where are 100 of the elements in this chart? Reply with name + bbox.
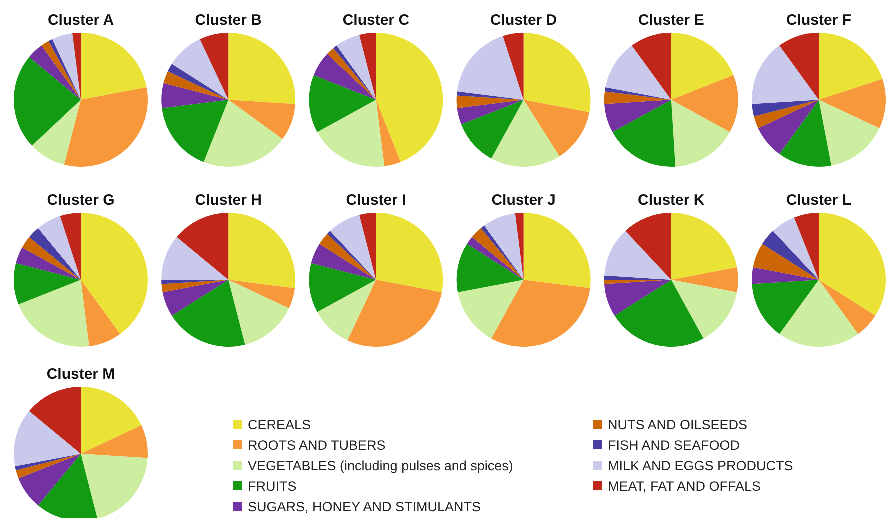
pie-slice bbox=[38, 216, 81, 280]
pie-slice bbox=[228, 213, 296, 288]
pie-slice bbox=[376, 33, 444, 162]
pie-slice bbox=[81, 33, 147, 100]
pie-slice bbox=[753, 244, 819, 280]
pie-slice bbox=[162, 83, 229, 108]
pie-slice bbox=[376, 213, 444, 293]
pie-slice bbox=[81, 387, 142, 454]
pie-slice bbox=[81, 454, 148, 518]
chart-title: Cluster A bbox=[48, 12, 114, 29]
pie-slice bbox=[16, 454, 81, 479]
pie-slice bbox=[48, 39, 81, 100]
pie-slice bbox=[492, 100, 560, 167]
pie-slice bbox=[457, 36, 524, 100]
pie-slice bbox=[348, 280, 442, 347]
pie-slice bbox=[614, 280, 704, 347]
pie-slice bbox=[317, 280, 376, 341]
legend-label: ROOTS AND TUBERS bbox=[248, 438, 386, 453]
chart-title: Cluster F bbox=[786, 12, 852, 29]
pie-slice bbox=[604, 231, 672, 280]
pie-slice bbox=[228, 100, 296, 140]
pie-slice bbox=[456, 96, 524, 108]
pie-slice bbox=[172, 280, 246, 347]
pie-slice bbox=[457, 100, 524, 125]
pie-slice bbox=[64, 87, 148, 167]
pie-slice bbox=[524, 33, 591, 113]
pie-slice bbox=[14, 57, 81, 146]
chart-title: Cluster G bbox=[47, 192, 115, 209]
pie-slice bbox=[15, 454, 81, 471]
pie-slice bbox=[604, 92, 672, 104]
pie-slice bbox=[481, 226, 524, 280]
pie-slice bbox=[204, 100, 283, 167]
pie-slice bbox=[311, 244, 376, 280]
pie-slice bbox=[773, 218, 819, 280]
pie-slice bbox=[164, 71, 229, 100]
pie-slice bbox=[176, 213, 229, 280]
pie-slice bbox=[780, 280, 858, 347]
pie-slice bbox=[794, 213, 819, 280]
pie-slice bbox=[333, 46, 376, 100]
pie-slice bbox=[228, 280, 296, 309]
legend-label: MEAT, FAT AND OFFALS bbox=[608, 479, 762, 494]
pie-slice bbox=[671, 33, 734, 100]
pie-slice bbox=[632, 33, 672, 100]
pie-slice bbox=[228, 280, 290, 345]
chart-title: Cluster I bbox=[346, 192, 406, 209]
pie-slice bbox=[456, 244, 524, 293]
pie-slice bbox=[819, 100, 880, 166]
pie-slice bbox=[671, 100, 730, 167]
legend-label: SUGARS, HONEY AND STIMULANTS bbox=[248, 500, 482, 514]
pie-slice bbox=[81, 280, 120, 346]
pie-slice bbox=[671, 280, 738, 339]
chart-title: Cluster K bbox=[638, 192, 705, 209]
pie-slice bbox=[819, 280, 876, 334]
chart-title: Cluster J bbox=[492, 192, 556, 209]
chart-title: Cluster H bbox=[195, 192, 262, 209]
legend-label: FISH AND SEAFOOD bbox=[608, 438, 740, 453]
legend-label: NUTS AND OILSEEDS bbox=[608, 418, 748, 432]
legend-label: VEGETABLES (including pulses and spices) bbox=[248, 458, 514, 474]
pie-slice bbox=[671, 75, 738, 132]
pie-slice bbox=[309, 75, 376, 132]
pie-slice bbox=[752, 46, 819, 104]
pie-slice bbox=[317, 100, 385, 167]
pie-slice bbox=[336, 35, 376, 100]
legend-label: CEREALS bbox=[248, 418, 312, 432]
pie-slice bbox=[472, 228, 524, 280]
chart-title: Cluster M bbox=[46, 366, 116, 383]
legend-label: MILK AND EGGS PRODUCTS bbox=[608, 458, 794, 474]
pie-slice bbox=[819, 79, 886, 129]
pie-slice bbox=[524, 100, 590, 157]
pie-slice bbox=[162, 100, 229, 162]
pie-slice bbox=[72, 33, 81, 100]
pie-slice bbox=[752, 267, 819, 284]
pie-slice bbox=[168, 64, 229, 100]
pie-slice bbox=[467, 237, 524, 280]
chart-title: Cluster L bbox=[786, 192, 852, 209]
pie-slice bbox=[524, 213, 591, 288]
pie-slice bbox=[819, 213, 886, 316]
pie-slice bbox=[29, 228, 81, 280]
chart-title: Cluster D bbox=[490, 12, 558, 29]
pie-slice bbox=[360, 33, 376, 100]
pie-slice bbox=[200, 33, 229, 100]
pie-slice bbox=[604, 87, 672, 100]
pie-slice bbox=[52, 34, 81, 100]
pie-slice bbox=[327, 48, 376, 100]
pie-slice bbox=[606, 46, 672, 100]
pie-slice bbox=[360, 213, 376, 280]
pie-slice bbox=[819, 33, 883, 100]
chart-title: Cluster E bbox=[638, 12, 704, 29]
pie-slice bbox=[515, 213, 524, 280]
pie-slice bbox=[314, 54, 376, 100]
pie-slice bbox=[612, 100, 676, 167]
pie-slice bbox=[626, 213, 672, 280]
pie-slice bbox=[14, 263, 81, 305]
pie-slice bbox=[18, 454, 81, 506]
pie-slice bbox=[228, 33, 296, 104]
pie-slice bbox=[29, 46, 81, 100]
pie-slice bbox=[671, 213, 738, 280]
pie-slice bbox=[762, 231, 819, 280]
pie-slice bbox=[456, 92, 524, 100]
pie-slice bbox=[162, 280, 229, 316]
